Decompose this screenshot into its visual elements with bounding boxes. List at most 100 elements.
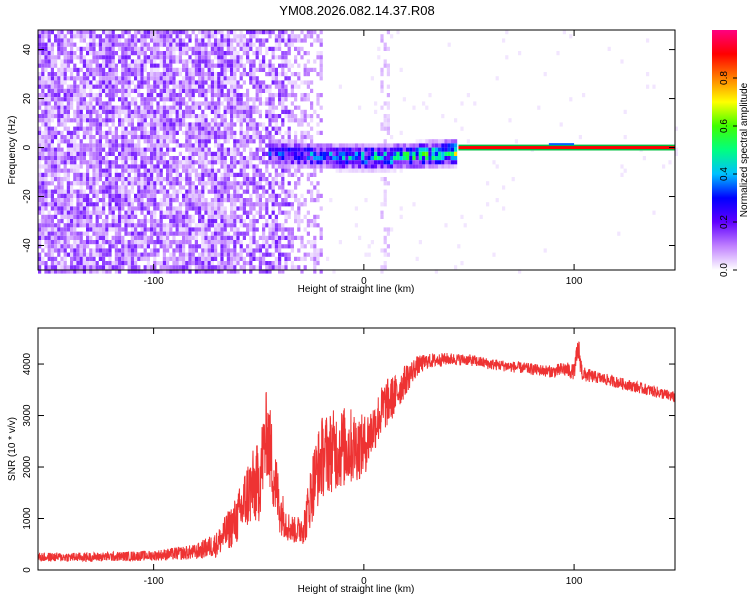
spectrogram-cell [319,42,323,47]
spectrogram-cell [252,185,256,190]
spectrogram-cell [249,202,253,207]
spectrogram-cell [374,143,378,148]
spectrogram-cell [287,244,291,249]
spectrogram-cell [294,193,298,198]
spectrogram-cell [79,143,83,148]
spectrogram-cell [114,139,118,144]
spectrogram-cell [185,122,189,127]
spectrogram-cell [191,202,195,207]
spectrogram-cell [124,46,128,51]
spectrogram-cell [153,34,157,39]
spectrogram-cell [89,63,93,68]
spectrogram-cell [300,93,304,98]
spectrogram-cell [342,160,346,165]
spectrogram-cell [57,248,61,253]
spectrogram-cell [303,135,307,140]
spectrogram-cell [79,101,83,106]
spectrogram-cell [217,210,221,215]
spectrogram-cell [233,202,237,207]
spectrogram-cell [265,114,269,119]
spectrogram-cell [137,105,141,110]
spectrogram-cell [188,151,192,156]
spectrogram-cell [271,240,275,245]
spectrogram-cell [86,181,90,186]
spectrogram-cell [153,88,157,93]
spectrogram-cell [95,109,99,114]
spectrogram-cell [303,51,307,56]
spectrogram-cell [134,248,138,253]
spectrogram-cell [262,63,266,68]
spectrogram-cell [249,147,253,152]
spectrogram-cell [287,34,291,39]
spectrogram-cell [204,135,208,140]
spectrogram-cell [73,63,77,68]
spectrogram-cell [265,168,269,173]
spectrogram-cell [242,118,246,123]
spectrogram-cell [127,147,131,152]
spectrogram-cell [198,219,202,224]
spectrogram-cell [146,109,150,114]
spectrogram-cell [386,93,390,98]
spectrogram-cell [265,252,269,257]
spectrogram-cell [185,227,189,232]
spectrogram-cell [153,80,157,85]
spectrogram-cell [153,210,157,215]
spectrogram-cell [182,269,186,274]
spectrogram-cell [230,198,234,203]
spectrogram-cell [92,76,96,81]
spectrogram-cell [156,181,160,186]
spectrogram-cell [47,143,51,148]
spectrogram-cell [460,261,464,266]
spectrogram-cell [233,256,237,261]
spectrogram-cell [102,235,106,240]
spectrogram-cell [390,160,394,165]
spectrogram-cell [82,244,86,249]
spectrogram-cell [137,231,141,236]
spectrogram-cell [412,156,416,161]
spectrogram-cell [255,210,259,215]
spectrogram-cell [79,214,83,219]
spectrogram-cell [201,63,205,68]
spectrogram-cell [169,223,173,228]
spectrogram-cell [182,198,186,203]
spectrogram-cell [306,172,310,177]
spectrogram-cell [134,181,138,186]
spectrogram-cell [210,219,214,224]
spectrogram-cell [82,80,86,85]
spectrogram-cell [182,130,186,135]
spectrogram-cell [204,42,208,47]
spectrogram-cell [223,118,227,123]
spectrogram-cell [316,193,320,198]
spectrogram-cell [111,160,115,165]
spectrogram-cell [290,101,294,106]
spectrogram-cell [134,227,138,232]
spectrogram-cell [255,122,259,127]
spectrogram-cell [258,202,262,207]
spectrogram-cell [268,172,272,177]
spectrogram-cell [41,63,45,68]
spectrogram-cell [409,143,413,148]
spectrogram-cell [57,164,61,169]
spectrogram-cell [44,240,48,245]
spectrogram-cell [114,240,118,245]
spectrogram-cell [252,240,256,245]
spectrogram-cell [230,51,234,56]
spectrogram-cell [210,240,214,245]
spectrogram-cell [284,160,288,165]
spectrogram-cell [159,261,163,266]
spectrogram-frame [37,29,676,271]
spectrogram-cell [242,248,246,253]
spectrogram-cell [121,185,125,190]
spectrogram-cell [182,177,186,182]
spectrogram-cell [79,181,83,186]
spectrogram-cell [214,143,218,148]
spectrogram-cell [156,93,160,98]
spectrogram-cell [114,105,118,110]
spectrogram-cell [236,55,240,60]
spectrogram-cell [169,227,173,232]
spectrogram-cell [194,130,198,135]
spectrogram-cell [191,105,195,110]
spectrogram-cell [198,156,202,161]
spectrogram-cell [294,143,298,148]
spectrogram-cell [162,231,166,236]
